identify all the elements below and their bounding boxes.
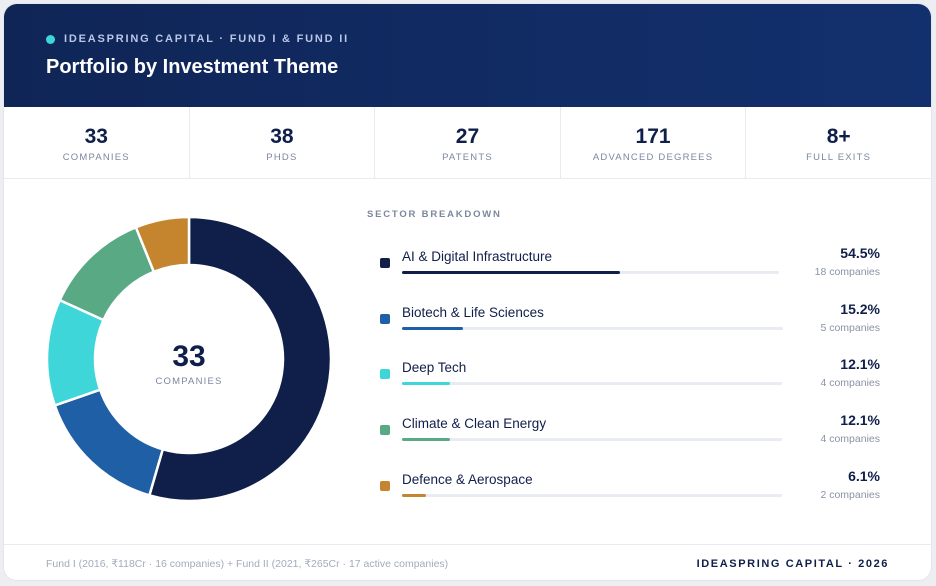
sector-company-count: 4 companies	[820, 377, 880, 390]
sector-company-count: 2 companies	[820, 488, 880, 501]
stat-label: ADVANCED DEGREES	[592, 152, 714, 163]
stat-full-exits: 8+ FULL EXITS	[746, 107, 931, 178]
eyebrow-dot-icon	[46, 34, 55, 44]
stat-value: 8+	[826, 125, 851, 148]
stat-value: 38	[270, 125, 294, 148]
donut-chart: 33 COMPANIES	[45, 215, 333, 503]
portfolio-card: IDEASPRING CAPITAL · FUND I & FUND II Po…	[3, 3, 932, 581]
sector-bar-fill	[402, 271, 620, 274]
stat-label: FULL EXITS	[806, 152, 872, 163]
donut-center-value: 33	[172, 340, 205, 373]
donut-center-label: COMPANIES	[155, 376, 222, 387]
sector-company-count: 5 companies	[820, 321, 880, 334]
sector-bar-track	[402, 271, 779, 274]
sector-bar-track	[402, 382, 782, 386]
sector-row: Biotech & Life Sciences 15.2% 5 companies	[380, 300, 880, 342]
footer: Fund I (2016, ₹118Cr · 16 companies) + F…	[4, 544, 931, 580]
sector-color-swatch	[380, 425, 390, 436]
sector-bar-track	[402, 326, 783, 330]
breakdown-title: SECTOR BREAKDOWN	[367, 209, 502, 220]
page-title: Portfolio by Investment Theme	[46, 56, 339, 78]
stat-patents: 27 PATENTS	[375, 107, 561, 178]
sector-row: Defence & Aerospace 6.1% 2 companies	[380, 467, 880, 509]
sector-company-count: 18 companies	[814, 266, 880, 278]
sector-row: AI & Digital Infrastructure 54.5% 18 compa…	[380, 245, 880, 286]
sector-percentage: 12.1%	[840, 412, 880, 429]
sector-percentage: 54.5%	[840, 245, 880, 261]
sector-bar-track	[402, 493, 782, 497]
sector-percentage: 15.2%	[840, 300, 880, 317]
sector-name: Climate & Clean Energy	[402, 416, 547, 432]
sector-percentage: 12.1%	[840, 356, 880, 373]
stat-value: 27	[455, 125, 480, 148]
stat-phds: 38 PHDS	[190, 107, 376, 178]
stat-companies: 33 COMPANIES	[4, 107, 190, 178]
sector-row: Climate & Clean Energy 12.1% 4 companies	[380, 412, 880, 453]
sector-color-swatch	[380, 369, 390, 380]
sector-company-count: 4 companies	[820, 433, 880, 446]
donut-slices	[45, 215, 333, 503]
stat-label: PHDS	[266, 152, 298, 163]
sector-row: Deep Tech 12.1% 4 companies	[380, 356, 880, 397]
stat-advanced-degrees: 171 ADVANCED DEGREES	[561, 107, 747, 178]
sector-bar-fill	[402, 326, 463, 330]
donut-slice	[53, 388, 165, 497]
sector-bar-fill	[402, 493, 427, 497]
stats-row: 33 COMPANIES 38 PHDS 27 PATENTS 171 ADVA…	[4, 107, 931, 179]
sector-bar-fill	[402, 438, 451, 442]
sector-color-swatch	[380, 258, 390, 268]
donut-slice	[147, 215, 333, 503]
sector-name: Defence & Aerospace	[402, 471, 533, 487]
sector-bar-fill	[402, 382, 451, 386]
sector-bar-track	[402, 438, 782, 442]
header-banner: IDEASPRING CAPITAL · FUND I & FUND II Po…	[4, 4, 931, 107]
eyebrow-text: IDEASPRING CAPITAL · FUND I & FUND II	[64, 33, 349, 45]
sector-name: Deep Tech	[402, 360, 467, 376]
footer-brand: IDEASPRING CAPITAL · 2026	[696, 558, 889, 570]
stat-value: 171	[635, 125, 671, 148]
sector-color-swatch	[380, 313, 390, 324]
stat-label: PATENTS	[442, 152, 493, 163]
sector-name: Biotech & Life Sciences	[402, 304, 544, 320]
donut-slice	[58, 225, 156, 322]
sector-name: AI & Digital Infrastructure	[402, 249, 553, 264]
donut-slice	[134, 215, 191, 274]
stat-label: COMPANIES	[62, 152, 130, 163]
eyebrow: IDEASPRING CAPITAL · FUND I & FUND II	[46, 33, 349, 45]
sector-color-swatch	[380, 480, 390, 491]
stat-value: 33	[84, 125, 108, 148]
sector-percentage: 6.1%	[848, 467, 880, 484]
footer-note: Fund I (2016, ₹118Cr · 16 companies) + F…	[46, 558, 449, 570]
